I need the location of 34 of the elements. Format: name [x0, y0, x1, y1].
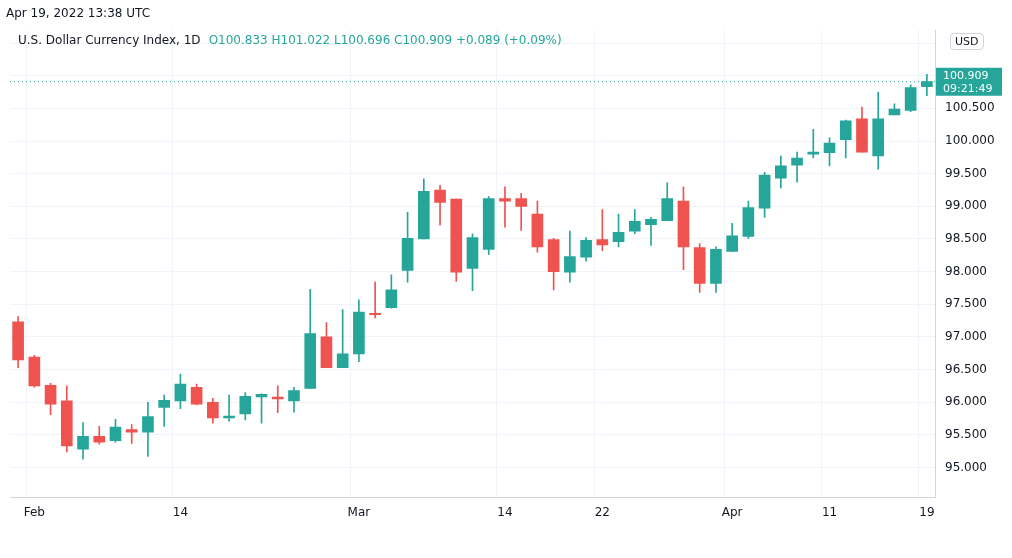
x-tick-label: 14 — [172, 504, 189, 519]
x-tick-label: Feb — [23, 504, 45, 519]
candlestick — [596, 209, 609, 252]
y-tick-label: 98.000 — [945, 263, 987, 278]
chart-title: U.S. Dollar Currency Index, 1D — [18, 33, 201, 47]
candlestick — [158, 394, 170, 427]
candlestick — [515, 192, 528, 231]
y-tick-label: 96.500 — [945, 361, 987, 376]
x-tick-label: 19 — [919, 504, 935, 519]
ref-line-label: 100.909 — [943, 68, 989, 82]
y-tick-label: 99.000 — [945, 198, 987, 213]
y-axis-title: USD — [950, 33, 984, 50]
text: 09:21:49 — [943, 81, 993, 95]
y-tick-label: 95.500 — [945, 427, 987, 442]
x-tick-label: 14 — [497, 504, 513, 519]
text: Apr 19, 2022 13:38 UTC — [6, 6, 151, 20]
y-tick-label: 100.000 — [945, 133, 995, 148]
y-tick-label: 95.000 — [945, 459, 987, 474]
y-tick-label: 99.500 — [945, 165, 987, 180]
y-tick-label: 97.500 — [945, 296, 987, 311]
candlestick — [336, 309, 349, 368]
chart-subtitle: O100.833 H101.022 L100.696 C100.909 +0.089 (+0.09%) — [208, 33, 562, 47]
x-tick-label: Apr — [721, 504, 743, 519]
candlestick — [369, 281, 381, 319]
x-tick-label: 22 — [594, 504, 610, 519]
candlestick — [645, 217, 657, 246]
x-tick-label: 11 — [821, 504, 838, 519]
candlestick — [499, 186, 511, 228]
y-tick-label: 96.000 — [945, 394, 987, 409]
y-tick-label: 97.000 — [945, 329, 987, 344]
y-tick-label: 98.500 — [945, 231, 987, 246]
candlestick — [125, 424, 138, 444]
y-tick-label: 100.500 — [945, 100, 995, 115]
x-tick-label: Mar — [347, 504, 371, 519]
